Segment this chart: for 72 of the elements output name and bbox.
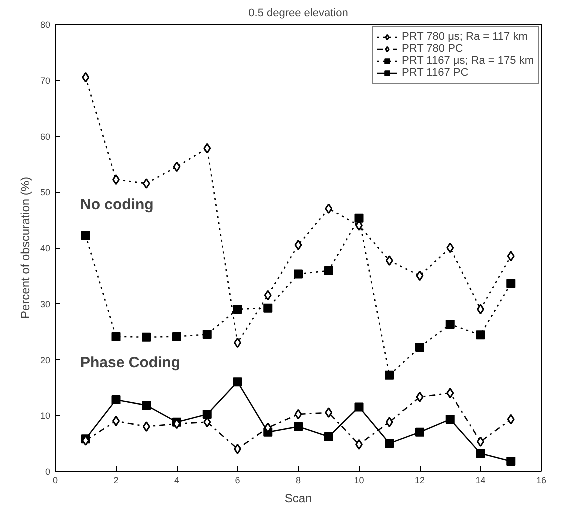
legend-label: PRT 1167 μs; Ra = 175 km <box>402 55 534 67</box>
point <box>294 240 302 250</box>
y-tick-label: 80 <box>40 20 51 30</box>
point <box>142 332 152 342</box>
x-tick-label: 14 <box>476 476 486 486</box>
y-tick-label: 20 <box>40 355 51 366</box>
point <box>204 143 212 154</box>
point <box>416 392 424 402</box>
point <box>112 332 121 342</box>
point <box>354 402 364 412</box>
point <box>325 408 333 418</box>
point <box>507 414 515 425</box>
point <box>294 422 303 432</box>
x-tick-label: 16 <box>536 476 547 486</box>
point <box>112 395 121 404</box>
point <box>354 214 364 223</box>
point <box>202 410 212 420</box>
point <box>264 290 272 301</box>
legend-label: PRT 1167 PC <box>402 67 469 79</box>
point <box>202 330 212 340</box>
point <box>324 266 334 276</box>
point <box>506 279 516 288</box>
point <box>385 439 394 448</box>
point <box>233 304 242 314</box>
point <box>446 242 454 254</box>
point <box>416 270 424 282</box>
point <box>264 304 273 313</box>
x-tick-label: 2 <box>114 476 119 486</box>
point <box>416 342 424 352</box>
point <box>476 330 486 340</box>
point <box>173 162 181 172</box>
point <box>233 378 242 387</box>
point <box>81 231 90 240</box>
legend-label: PRT 780 μs; Ra = 117 km <box>402 31 528 43</box>
point <box>324 432 334 442</box>
x-axis-title: Scan <box>284 492 312 506</box>
point <box>142 178 150 189</box>
x-tick-label: 8 <box>296 476 302 486</box>
point <box>142 401 152 410</box>
point <box>82 72 90 83</box>
point <box>507 251 515 262</box>
point <box>476 449 486 458</box>
y-tick-label: 70 <box>40 76 51 86</box>
point <box>446 320 455 330</box>
point <box>416 428 424 437</box>
x-tick-label: 10 <box>354 476 364 486</box>
point <box>142 422 150 432</box>
point <box>446 388 454 399</box>
y-tick-label: 40 <box>40 244 51 254</box>
point <box>172 332 182 342</box>
point <box>386 256 394 266</box>
point <box>506 456 516 466</box>
x-tick-label: 6 <box>235 476 240 486</box>
annotation: No coding <box>80 196 154 214</box>
y-tick-label: 60 <box>40 132 51 142</box>
annotation: Phase Coding <box>80 354 181 372</box>
point <box>385 370 394 380</box>
point <box>325 204 333 214</box>
x-tick-label: 4 <box>174 476 180 486</box>
point <box>446 415 455 424</box>
x-tick-label: 12 <box>414 476 426 486</box>
chart-title: 0.5 degree elevation <box>248 8 348 20</box>
y-tick-label: 50 <box>40 188 51 198</box>
y-tick-label: 0 <box>45 467 51 477</box>
legend-label: PRT 780 PC <box>402 43 464 55</box>
y-tick-label: 30 <box>40 299 51 310</box>
x-tick-label: 0 <box>52 476 58 486</box>
point <box>294 270 303 279</box>
point <box>386 417 394 428</box>
y-axis-title: Percent of obscuration (%) <box>18 176 32 320</box>
y-tick-label: 10 <box>40 411 51 422</box>
point <box>294 409 302 420</box>
